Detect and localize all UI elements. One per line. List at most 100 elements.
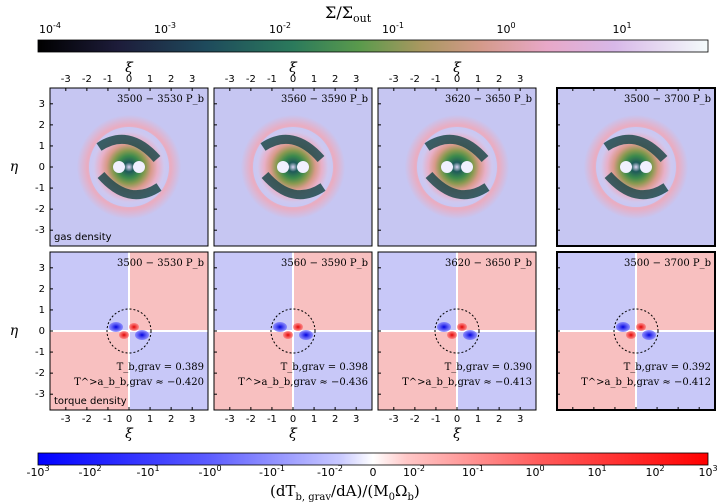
density-spiral-arm bbox=[97, 171, 162, 200]
binary-star bbox=[441, 161, 453, 173]
y-tick-label: -1 bbox=[35, 347, 45, 358]
y-tick-label: 0 bbox=[39, 162, 45, 173]
bottom-colorbar-tick-label: -102 bbox=[78, 464, 101, 479]
y-tick-label: 1 bbox=[39, 305, 45, 316]
torque-lobe-negative bbox=[642, 330, 656, 340]
density-spiral-arm bbox=[604, 171, 669, 200]
x-tick-label: 0 bbox=[290, 74, 296, 85]
binary-orbit-circle bbox=[613, 308, 659, 354]
torque-quadrant-blue bbox=[293, 331, 372, 410]
y-tick-label: -2 bbox=[35, 368, 45, 379]
x-axis-label-bottom: ξ bbox=[453, 426, 462, 442]
top-colorbar-tick-label: 101 bbox=[612, 21, 631, 36]
x-tick-label: 1 bbox=[475, 414, 481, 425]
x-tick-label: 2 bbox=[168, 74, 174, 85]
bottom-colorbar-tick-label: 101 bbox=[587, 464, 606, 479]
top-colorbar bbox=[37, 39, 709, 53]
top-colorbar-tick-label: 10-3 bbox=[154, 21, 176, 36]
y-tick-label: -2 bbox=[35, 204, 45, 215]
top-colorbar-ticks: 10-4 10-3 10-2 10-1 100 101 bbox=[39, 21, 632, 36]
panel-time-label: 3620 − 3650 P_b bbox=[445, 258, 532, 269]
y-tick-label: 3 bbox=[39, 263, 45, 274]
y-tick-label: -3 bbox=[35, 225, 45, 236]
y-axis-label-top: η bbox=[10, 159, 19, 175]
x-tick-label: 1 bbox=[311, 414, 317, 425]
bottom-colorbar-tick-label: -100 bbox=[198, 464, 221, 479]
x-tick-label: 3 bbox=[189, 414, 195, 425]
torque-lobe-negative bbox=[299, 330, 313, 340]
x-tick-label: 0 bbox=[290, 414, 296, 425]
x-tick-label: 3 bbox=[353, 414, 359, 425]
x-tick-label: -3 bbox=[389, 74, 399, 85]
y-tick-label: 2 bbox=[39, 120, 45, 131]
x-tick-label: -2 bbox=[82, 74, 92, 85]
bottom-colorbar-tick-label: 10-2 bbox=[403, 464, 425, 479]
panel-torque-value: T_b,grav = 0.389 bbox=[117, 362, 204, 373]
torque-lobe-positive bbox=[457, 323, 467, 331]
torque-lobe-negative bbox=[135, 330, 149, 340]
bottom-colorbar bbox=[37, 452, 709, 466]
y-tick-label: 0 bbox=[39, 326, 45, 337]
x-tick-label: 1 bbox=[147, 414, 153, 425]
top-colorbar-tick-label: 10-4 bbox=[39, 21, 61, 36]
torque-lobe-positive bbox=[626, 331, 636, 339]
torque-lobe-negative bbox=[616, 322, 630, 332]
x-tick-label: 2 bbox=[332, 74, 338, 85]
panel-torque-value: T_b,grav = 0.398 bbox=[281, 362, 368, 373]
torque-lobe-negative bbox=[437, 322, 451, 332]
panel-time-label: 3500 − 3530 P_b bbox=[117, 258, 204, 269]
x-tick-label: -3 bbox=[225, 74, 235, 85]
x-tick-label: -1 bbox=[267, 74, 277, 85]
torque-panel: 3560 − 3590 P_b T_b,grav = 0.398 T^>a_b_b,… bbox=[213, 251, 373, 411]
density-spiral-arm bbox=[261, 171, 326, 200]
bottom-colorbar-tick-label: -101 bbox=[136, 464, 159, 479]
y-tick-label: 1 bbox=[39, 141, 45, 152]
x-tick-label: -3 bbox=[61, 74, 71, 85]
x-tick-label: 0 bbox=[126, 414, 132, 425]
x-tick-label: -2 bbox=[410, 414, 420, 425]
torque-lobe-negative bbox=[273, 322, 287, 332]
panel-time-label: 3500 − 3700 P_b bbox=[624, 94, 711, 105]
x-axis-label-bottom: ξ bbox=[289, 426, 298, 442]
density-spiral-arm bbox=[424, 134, 489, 163]
x-tick-label: -1 bbox=[431, 414, 441, 425]
torque-quadrant-blue bbox=[636, 331, 715, 410]
x-tick-label: 2 bbox=[496, 74, 502, 85]
x-tick-label: 3 bbox=[189, 74, 195, 85]
x-tick-label: 0 bbox=[126, 74, 132, 85]
density-spiral-arm bbox=[96, 134, 161, 163]
panel-torque-value: T_b,grav = 0.390 bbox=[445, 362, 532, 373]
top-colorbar-tick-label: 10-1 bbox=[382, 21, 404, 36]
panel-torque-outer-value: T^>a_b_b,grav ≈ −0.436 bbox=[238, 377, 368, 388]
density-spiral-arm bbox=[603, 134, 668, 163]
x-tick-label: 3 bbox=[517, 414, 523, 425]
density-spiral-arm bbox=[260, 134, 325, 163]
top-colorbar-tick-label: 10-2 bbox=[269, 21, 291, 36]
bottom-colorbar-tick-label: 0 bbox=[370, 466, 377, 479]
torque-lobe-positive bbox=[283, 331, 293, 339]
binary-star bbox=[133, 161, 145, 173]
torque-panel: 3500 − 3530 P_b T_b,grav = 0.389 T^>a_b_b,… bbox=[49, 251, 209, 411]
binary-star bbox=[297, 161, 309, 173]
torque-quadrant-blue bbox=[129, 331, 208, 410]
torque-quadrant-blue bbox=[378, 252, 457, 331]
torque-lobe-negative bbox=[463, 330, 477, 340]
bottom-colorbar-tick-label: -103 bbox=[26, 464, 49, 479]
density-panel: 3500 − 3700 P_b bbox=[556, 87, 716, 247]
bottom-colorbar-title: (dTb, grav/dA)/(M0Ωb) bbox=[270, 482, 420, 503]
panel-time-label: 3560 − 3590 P_b bbox=[281, 258, 368, 269]
panel-time-label: 3500 − 3530 P_b bbox=[117, 94, 204, 105]
torque-quadrant-red bbox=[378, 331, 457, 410]
torque-lobe-negative bbox=[109, 322, 123, 332]
x-tick-label: -1 bbox=[267, 414, 277, 425]
y-tick-label: 3 bbox=[39, 99, 45, 110]
highlight-frame bbox=[556, 87, 716, 247]
bottom-colorbar-tick-label: 102 bbox=[645, 464, 664, 479]
x-tick-label: -2 bbox=[410, 74, 420, 85]
panel-time-label: 3560 − 3590 P_b bbox=[281, 94, 368, 105]
panel-torque-value: T_b,grav = 0.392 bbox=[624, 362, 711, 373]
binary-orbit-circle bbox=[106, 308, 152, 354]
row-label-torque-density: torque density bbox=[54, 396, 127, 407]
y-axis-label-bottom: η bbox=[10, 323, 19, 339]
binary-star bbox=[620, 161, 632, 173]
